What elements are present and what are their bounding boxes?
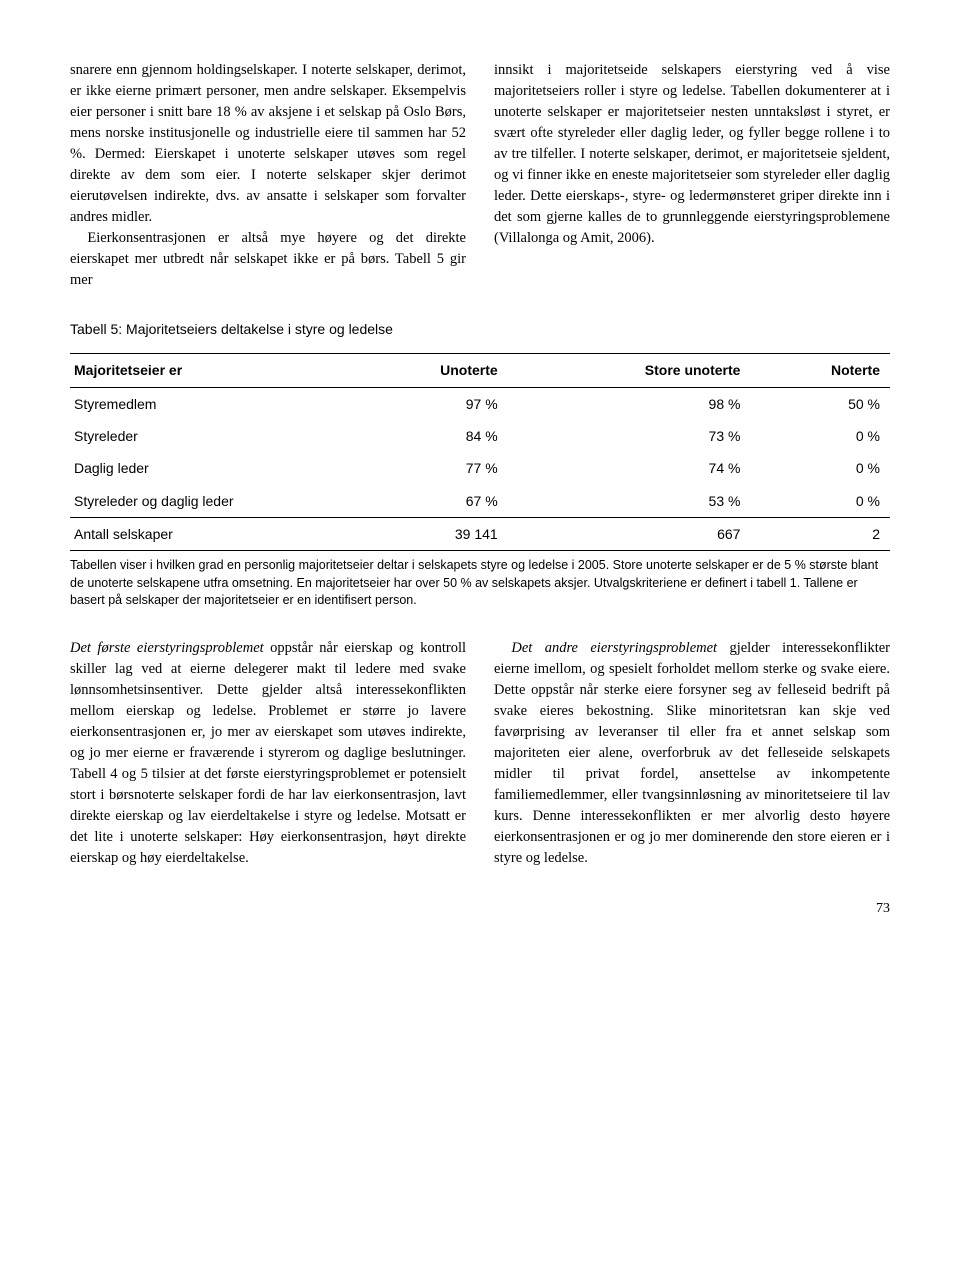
rest-text: gjelder interessekonflikter eierne imell…: [494, 640, 890, 866]
th-noterte: Noterte: [780, 354, 890, 387]
cell: Antall selskaper: [70, 517, 361, 550]
cell: 84 %: [361, 420, 538, 452]
table-title: Tabell 5: Majoritetseiers deltakelse i s…: [70, 319, 890, 339]
lead-italic: Det første eierstyringsproblemet: [70, 640, 264, 656]
cell: 53 %: [538, 485, 781, 518]
bottom-right-col: Det andre eierstyringsproblemet gjelder …: [494, 638, 890, 869]
page-number: 73: [70, 899, 890, 919]
top-left-p2: Eierkonsentrasjonen er altså mye høyere …: [70, 228, 466, 291]
cell: 0 %: [780, 485, 890, 518]
cell: 98 %: [538, 387, 781, 420]
cell: 67 %: [361, 485, 538, 518]
majority-table: Majoritetseier er Unoterte Store unotert…: [70, 353, 890, 551]
table-row: Antall selskaper 39 141 667 2: [70, 517, 890, 550]
lead-italic: Det andre eierstyringsproblemet: [511, 640, 717, 656]
table-row: Daglig leder 77 % 74 % 0 %: [70, 452, 890, 484]
cell: 97 %: [361, 387, 538, 420]
cell: 50 %: [780, 387, 890, 420]
bottom-left-p: Det første eierstyringsproblemet oppstår…: [70, 638, 466, 869]
cell: 0 %: [780, 420, 890, 452]
cell: Daglig leder: [70, 452, 361, 484]
table-row: Styreleder og daglig leder 67 % 53 % 0 %: [70, 485, 890, 518]
cell: 74 %: [538, 452, 781, 484]
table-row: Styreleder 84 % 73 % 0 %: [70, 420, 890, 452]
table-row: Styremedlem 97 % 98 % 50 %: [70, 387, 890, 420]
cell: Styreleder og daglig leder: [70, 485, 361, 518]
cell: Styreleder: [70, 420, 361, 452]
top-text-columns: snarere enn gjennom holdingselskaper. I …: [70, 60, 890, 291]
top-right-col: innsikt i majoritetseide selskapers eier…: [494, 60, 890, 291]
th-store: Store unoterte: [538, 354, 781, 387]
bottom-left-col: Det første eierstyringsproblemet oppstår…: [70, 638, 466, 869]
cell: 667: [538, 517, 781, 550]
cell: Styremedlem: [70, 387, 361, 420]
table-header-row: Majoritetseier er Unoterte Store unotert…: [70, 354, 890, 387]
top-left-col: snarere enn gjennom holdingselskaper. I …: [70, 60, 466, 291]
cell: 39 141: [361, 517, 538, 550]
top-left-p1: snarere enn gjennom holdingselskaper. I …: [70, 60, 466, 228]
cell: 2: [780, 517, 890, 550]
cell: 73 %: [538, 420, 781, 452]
table-caption: Tabellen viser i hvilken grad en personl…: [70, 557, 890, 610]
cell: 0 %: [780, 452, 890, 484]
cell: 77 %: [361, 452, 538, 484]
th-unoterte: Unoterte: [361, 354, 538, 387]
bottom-right-p: Det andre eierstyringsproblemet gjelder …: [494, 638, 890, 869]
bottom-text-columns: Det første eierstyringsproblemet oppstår…: [70, 638, 890, 869]
top-right-p1: innsikt i majoritetseide selskapers eier…: [494, 60, 890, 249]
th-label: Majoritetseier er: [70, 354, 361, 387]
rest-text: oppstår når eierskap og kontroll skiller…: [70, 640, 466, 866]
